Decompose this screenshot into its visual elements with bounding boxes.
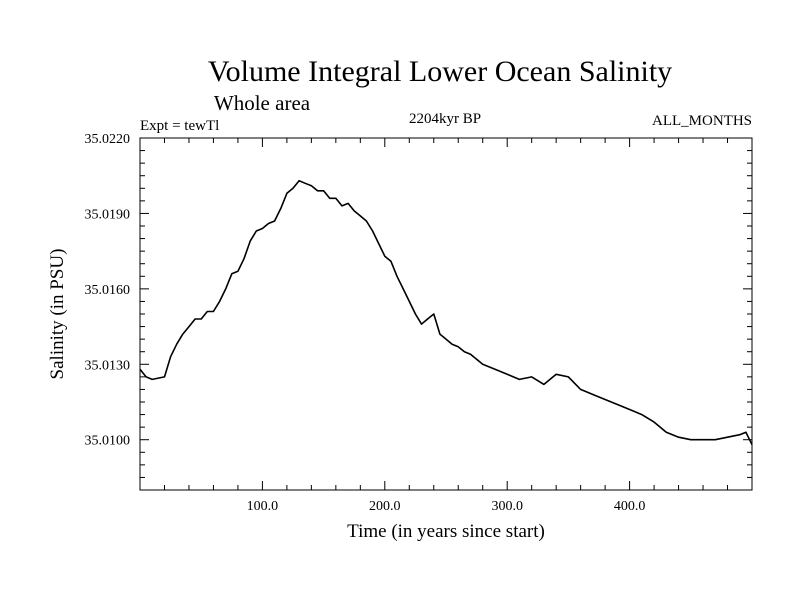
months-label: ALL_MONTHS <box>652 113 752 129</box>
experiment-label: Expt = tewTl <box>140 118 219 134</box>
x-axis-label: Time (in years since start) <box>347 521 545 542</box>
y-axis-ticks: 35.0100 35.0130 35.0160 35.0190 35.0220 <box>85 132 752 491</box>
plot-frame <box>139 137 753 491</box>
x-tick-label: 100.0 <box>247 499 279 514</box>
y-axis-label: Salinity (in PSU) <box>47 249 68 380</box>
x-axis-ticks: 100.0 200.0 300.0 400.0 <box>163 138 729 514</box>
y-tick-label: 35.0130 <box>85 358 131 373</box>
y-tick-label: 35.0160 <box>85 283 131 298</box>
x-tick-label: 200.0 <box>369 499 401 514</box>
x-tick-label: 300.0 <box>491 499 523 514</box>
y-tick-label: 35.0190 <box>85 207 131 222</box>
chart-title: Volume Integral Lower Ocean Salinity <box>208 55 672 88</box>
y-tick-label: 35.0220 <box>85 132 131 147</box>
salinity-series-line <box>139 179 753 446</box>
y-tick-label: 35.0100 <box>85 434 131 449</box>
period-label: 2204kyr BP <box>409 111 481 127</box>
chart-subtitle: Whole area <box>214 91 311 115</box>
x-tick-label: 400.0 <box>614 499 646 514</box>
